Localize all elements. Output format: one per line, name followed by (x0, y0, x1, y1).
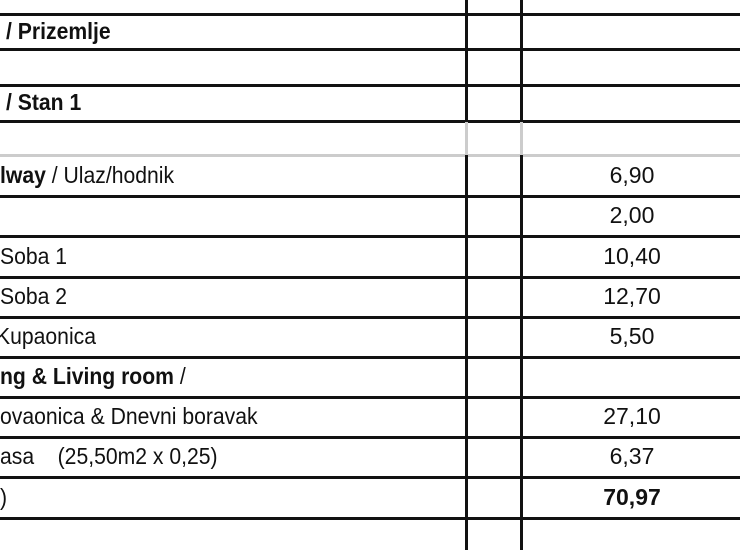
row-label: ovaonica & Dnevni boravak (0, 405, 258, 428)
row-label: ) (0, 483, 8, 510)
row-label-text: Soba 1 (0, 242, 68, 269)
row-divider (0, 396, 740, 399)
row-divider (0, 316, 740, 319)
row-label-text: ovaonica & Dnevni boravak (0, 403, 258, 429)
row-label-bold: / Prizemlje (6, 17, 111, 44)
column-divider (465, 155, 468, 550)
row-divider (0, 276, 740, 279)
row-label-text: asa (25,50m2 x 0,25) (0, 443, 218, 469)
row-divider (0, 436, 740, 439)
row-label: Soba 2 (0, 285, 67, 308)
row-label-text: / Ulaz/hodnik (45, 161, 175, 188)
row-divider (0, 195, 740, 198)
row-label-text: Kupaonica (0, 323, 97, 349)
row-label: / Prizemlje (6, 17, 111, 44)
column-divider (520, 0, 523, 122)
row-area-value: 6,37 (609, 443, 655, 469)
row-area-value: 27,10 (603, 403, 661, 429)
row-area-value: 5,50 (609, 323, 655, 349)
row-label: lway / Ulaz/hodnik (0, 161, 175, 188)
row-area-value: 70,97 (603, 483, 661, 510)
column-divider (465, 122, 468, 155)
row-label-bold: / Stan 1 (6, 89, 82, 115)
column-divider (465, 0, 468, 122)
row-divider (0, 154, 740, 157)
row-divider (0, 13, 740, 16)
row-label-text: ) (0, 483, 8, 510)
row-label-text: / (173, 363, 186, 389)
row-area-value: 2,00 (609, 202, 655, 228)
row-label-bold: lway (0, 161, 46, 188)
row-label: asa (25,50m2 x 0,25) (0, 445, 218, 468)
row-divider (0, 235, 740, 238)
row-label: Kupaonica (0, 325, 96, 348)
row-area-value: 6,90 (609, 161, 655, 188)
column-divider (520, 155, 523, 550)
row-divider (0, 84, 740, 87)
row-divider (0, 48, 740, 51)
row-divider (0, 517, 740, 520)
row-divider (0, 356, 740, 359)
row-label: ng & Living room / (0, 365, 186, 388)
column-divider (520, 122, 523, 155)
row-area-value: 12,70 (603, 283, 661, 309)
row-label-text: Soba 2 (0, 283, 68, 309)
row-divider (0, 120, 740, 123)
row-area-value: 10,40 (603, 242, 661, 269)
row-divider (0, 476, 740, 479)
row-label: / Stan 1 (6, 91, 81, 114)
row-label-bold: ng & Living room (0, 363, 174, 389)
row-label: Soba 1 (0, 242, 68, 269)
